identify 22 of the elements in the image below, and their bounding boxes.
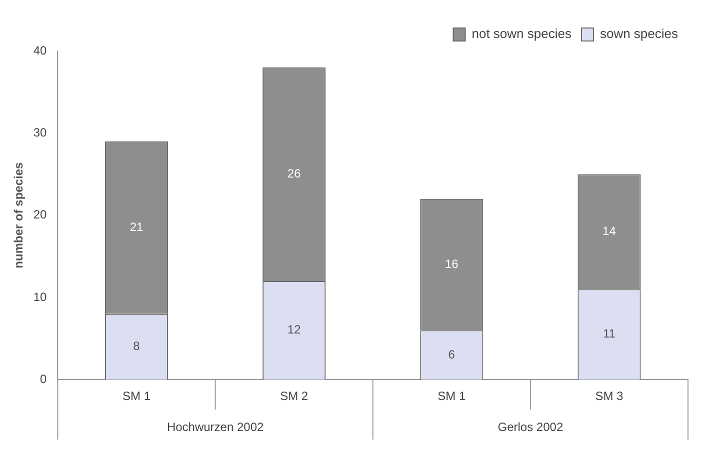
x-tick-label: SM 3 (595, 389, 624, 404)
legend-label: not sown species (472, 26, 572, 42)
text: Hochwurzen 2002 (166, 420, 264, 434)
y-tick-label: 10 (33, 290, 48, 304)
legend-label: sown species (600, 26, 678, 42)
data-label: 21 (130, 220, 144, 234)
y-axis-title: number of species (12, 162, 26, 268)
data-label: 11 (602, 326, 616, 341)
data-label: 6 (448, 347, 456, 362)
text: Gerlos 2002 (498, 420, 564, 434)
y-tick-label: 20 (33, 208, 48, 222)
data-label: 12 (287, 322, 302, 337)
y-tick-label: 0 (40, 372, 48, 386)
data-label: 16 (444, 256, 459, 271)
data-label: 26 (287, 166, 302, 181)
x-tick-label: SM 1 (122, 389, 151, 404)
data-label: 8 (133, 339, 140, 354)
x-tick-label: SM 2 (280, 389, 308, 404)
x-tick-label: SM 1 (438, 389, 466, 404)
y-tick-label: 40 (33, 43, 48, 58)
data-label: 14 (602, 224, 616, 238)
y-tick-label: 30 (33, 125, 48, 140)
